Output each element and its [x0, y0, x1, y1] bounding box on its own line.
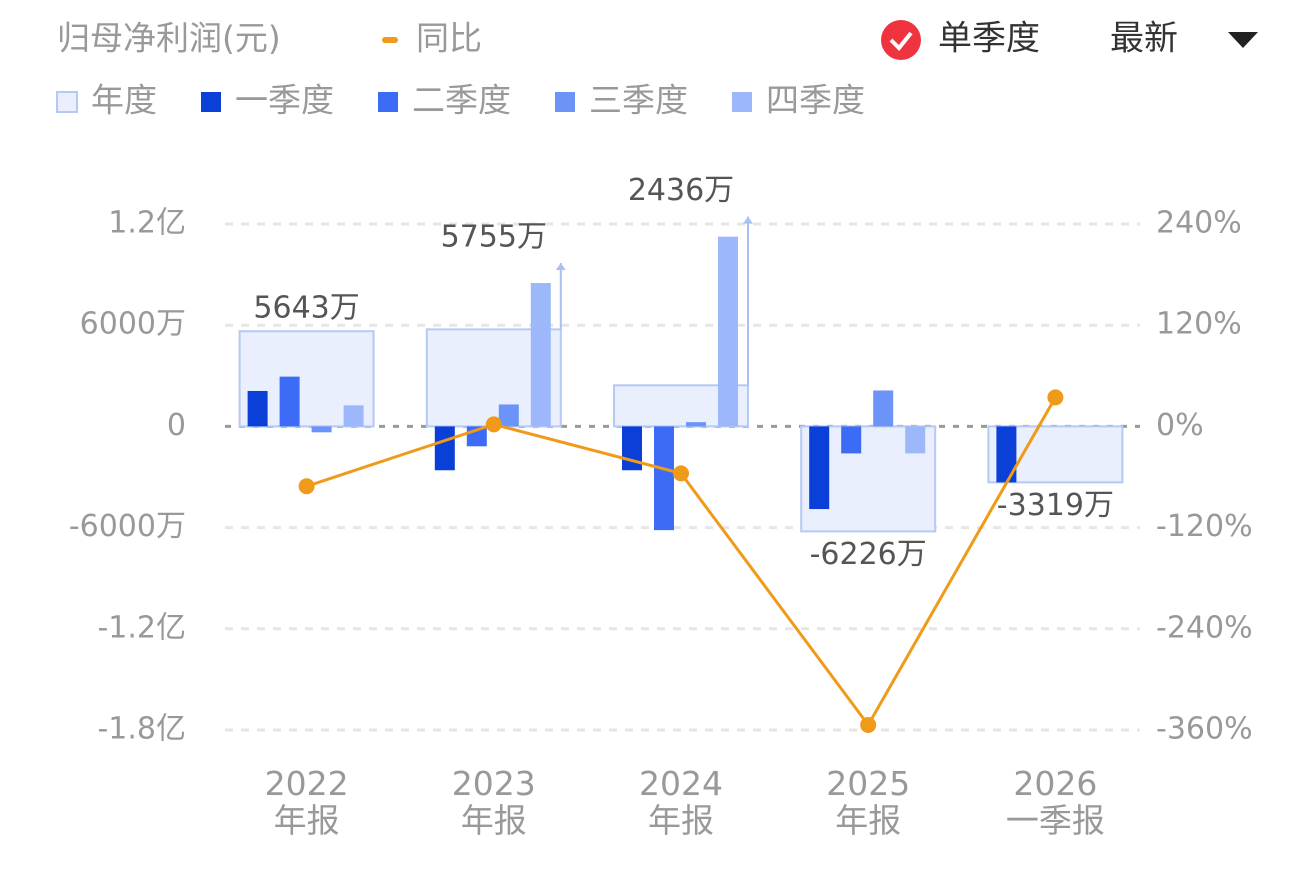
value-label: -3319万 [997, 488, 1114, 523]
legend-label: 同比 [416, 19, 482, 58]
legend-label: 三季度 [589, 81, 688, 120]
yoy-point [1047, 389, 1064, 406]
x-tick-label: 2025 年报 [826, 764, 910, 840]
legend-label: 四季度 [766, 81, 865, 120]
y-tick-label: -1.2亿 [97, 610, 186, 645]
y-tick-label: -6000万 [69, 509, 186, 544]
value-label: 5643万 [253, 291, 359, 326]
x-tick-label: 2026 一季报 [1006, 764, 1105, 840]
x-tick-label: 2024 年报 [639, 764, 723, 840]
yoy-point [860, 716, 877, 733]
yoy-line [306, 396, 1057, 728]
quarter-bar [809, 426, 830, 510]
value-label: 5755万 [441, 220, 547, 255]
legend-swatch [732, 92, 752, 112]
y2-tick-label: -120% [1156, 509, 1253, 544]
quarter-bar [530, 283, 551, 427]
chart-title: 归母净利润(元) [57, 19, 281, 58]
yoy-point [298, 478, 315, 495]
legend-label: 二季度 [412, 81, 511, 120]
yoy-point [673, 465, 689, 482]
mode-toggle[interactable]: 单季度 [881, 19, 1040, 61]
quarter-bar [498, 404, 519, 427]
quarter-bar [686, 422, 706, 427]
annual-arrow-head [555, 263, 566, 271]
quarter-bar [279, 376, 300, 427]
mode-label[interactable]: 单季度 [938, 19, 1040, 59]
x-tick-label: 2023 年报 [452, 764, 536, 840]
period-dropdown[interactable]: 最新 [1110, 19, 1258, 59]
legend-swatch [56, 91, 78, 113]
period-label[interactable]: 最新 [1110, 19, 1178, 59]
y-tick-label: 0 [167, 408, 186, 443]
quarter-bar [841, 426, 862, 454]
quarter-bar [343, 405, 364, 427]
value-label: -6226万 [810, 537, 927, 572]
quarter-bar [873, 390, 894, 427]
legend-label: 一季度 [235, 81, 334, 120]
legend-swatch [378, 92, 398, 112]
annual-arrow-head [743, 216, 753, 224]
legend-swatch [555, 92, 575, 112]
x-tick-label: 2022 年报 [265, 764, 349, 840]
y2-tick-label: 0% [1156, 408, 1204, 443]
y2-tick-label: -360% [1156, 712, 1253, 747]
quarter-bar [654, 426, 674, 531]
y-tick-label: -1.8亿 [97, 712, 186, 747]
quarter-bar [996, 426, 1017, 483]
dropdown-arrow[interactable] [1228, 32, 1258, 48]
check-icon[interactable] [881, 20, 921, 60]
y2-tick-label: 240% [1156, 206, 1242, 241]
yoy-point [485, 416, 502, 433]
y2-tick-label: -240% [1156, 610, 1253, 645]
y-tick-label: 1.2亿 [108, 206, 186, 241]
check-mark [889, 31, 913, 51]
y-tick-label: 6000万 [80, 307, 186, 342]
y2-tick-label: 120% [1156, 307, 1242, 342]
legend-swatch [201, 92, 221, 112]
quarter-bar [718, 236, 738, 427]
legend-swatch [382, 37, 398, 43]
value-label: 2436万 [628, 173, 734, 208]
quarter-bar [434, 426, 455, 471]
legend-label: 年度 [91, 81, 157, 120]
quarter-bar [905, 426, 926, 454]
quarter-bar [311, 426, 332, 433]
quarter-bar [247, 390, 268, 427]
